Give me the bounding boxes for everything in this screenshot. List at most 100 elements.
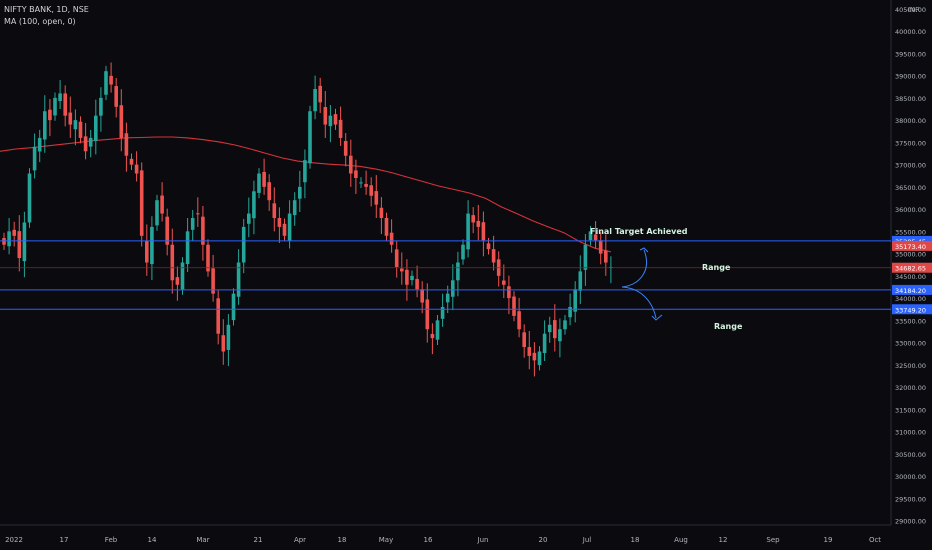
projection-arrow-up	[621, 249, 647, 288]
time-tick-label: Jun	[477, 536, 489, 544]
price-tick-label: 37500.00	[895, 139, 926, 147]
candle-body	[287, 213, 292, 241]
candle-body	[532, 352, 537, 361]
candle-body	[430, 333, 435, 339]
price-tag-label: 35173.40	[895, 243, 926, 251]
candle-body	[129, 158, 134, 165]
price-tick-label: 39000.00	[895, 73, 926, 81]
price-tag	[892, 304, 932, 315]
candle-body	[415, 278, 419, 290]
candle-body	[292, 200, 297, 216]
candle-body	[333, 114, 338, 125]
candle-body	[43, 111, 47, 140]
projection-arrow-down	[621, 286, 657, 319]
candle-body	[553, 320, 557, 339]
candle-body	[267, 182, 271, 201]
candle-body	[328, 115, 333, 127]
candle-body	[323, 107, 328, 125]
arrow-head	[651, 314, 663, 321]
candle-body	[583, 244, 588, 270]
time-tick-label: Sep	[766, 536, 780, 544]
price-tick-label: 37000.00	[895, 162, 926, 170]
candle-body	[150, 226, 154, 265]
price-tick-label: 38000.00	[895, 117, 926, 125]
annotation-text: Final Target Achieved	[590, 227, 688, 236]
candle-body	[124, 133, 129, 156]
ma-line-layer	[0, 136, 612, 253]
price-tick-label: 38500.00	[895, 95, 926, 103]
candle-body	[221, 335, 226, 352]
price-tick-label: 31000.00	[895, 429, 926, 437]
price-tick-label: 31500.00	[895, 406, 926, 414]
annotation-text: Range	[714, 322, 743, 331]
price-tick-label: 36500.00	[895, 184, 926, 192]
candle-body	[185, 231, 190, 265]
candle-body	[461, 244, 465, 260]
indicator-legend[interactable]: MA (100, open, 0)	[4, 17, 76, 26]
time-tick-label: 20	[539, 536, 548, 544]
candle-body	[512, 296, 516, 316]
price-tick-label: 32500.00	[895, 362, 926, 370]
candle-body	[58, 93, 62, 101]
time-tick-label: 14	[148, 536, 157, 544]
candle-body	[53, 97, 57, 116]
candle-body	[573, 289, 577, 312]
candle-body	[241, 226, 246, 263]
candle-body	[211, 268, 215, 294]
time-tick-label: Mar	[196, 536, 209, 544]
candle-body	[22, 222, 27, 262]
candle-body	[343, 141, 348, 156]
candle-body	[262, 171, 266, 187]
candle-body	[537, 351, 542, 366]
price-tag-label: 34682.65	[895, 265, 926, 273]
time-tick-label: Apr	[294, 536, 306, 544]
candle-body	[165, 216, 169, 245]
time-tick-label: May	[379, 536, 393, 544]
candle-body	[155, 200, 159, 226]
candle-body	[88, 137, 93, 147]
candle-body	[282, 223, 287, 236]
candle-body	[12, 229, 16, 236]
candle-body	[466, 213, 470, 250]
candle-body	[558, 329, 562, 342]
candle-body	[99, 97, 103, 116]
price-tag-label: 34184.20	[895, 287, 926, 295]
candle-body	[48, 109, 52, 121]
candle-body	[394, 249, 399, 267]
candle-body	[32, 146, 37, 171]
annotation-text: Range	[702, 263, 731, 272]
candle-body	[507, 286, 511, 299]
price-tick-label: 29000.00	[895, 518, 926, 526]
candle-body	[338, 119, 343, 138]
price-tick-label: 30500.00	[895, 451, 926, 459]
candle-body	[364, 183, 368, 187]
price-tick-label: 34500.00	[895, 273, 926, 281]
candle-body	[445, 293, 450, 303]
candle-body	[134, 164, 139, 174]
price-tick-label: 33000.00	[895, 340, 926, 348]
candle-body	[440, 306, 445, 319]
candle-body	[400, 268, 404, 272]
candle-body	[37, 137, 42, 152]
candle-body	[277, 218, 282, 227]
candle-body	[196, 213, 200, 215]
candle-body	[109, 75, 113, 85]
candle-body	[17, 231, 22, 259]
candle-body	[247, 213, 251, 224]
candle-body	[27, 173, 32, 223]
candle-body	[369, 185, 373, 196]
price-tick-label: 32000.00	[895, 384, 926, 392]
candle-body	[598, 240, 603, 254]
candle-body	[190, 218, 195, 230]
candle-body	[420, 289, 424, 303]
price-tick-label: 39500.00	[895, 50, 926, 58]
candle-body	[83, 136, 88, 152]
time-tick-label: Feb	[105, 536, 118, 544]
price-tick-label: 30000.00	[895, 473, 926, 481]
time-tick-label: 18	[631, 536, 640, 544]
time-tick-label: 17	[60, 536, 69, 544]
candle-body	[410, 275, 414, 281]
candle-body	[139, 170, 144, 236]
